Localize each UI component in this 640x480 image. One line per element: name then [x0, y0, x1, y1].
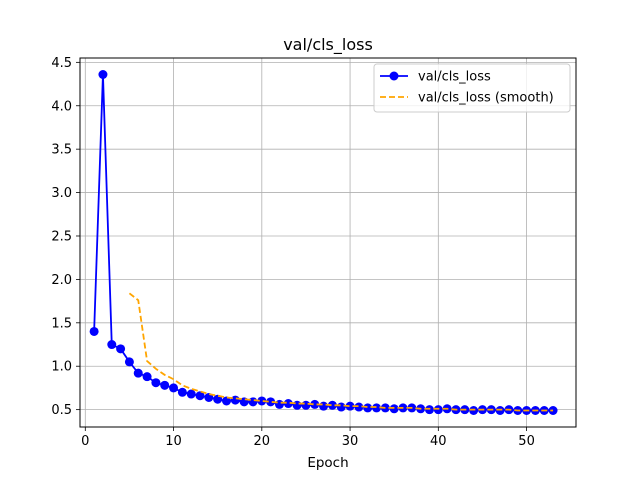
y-tick-label: 2.0 [51, 273, 72, 288]
data-point [98, 69, 108, 79]
legend: val/cls_loss val/cls_loss (smooth) [373, 63, 571, 113]
grid [80, 58, 576, 427]
data-point [363, 403, 373, 413]
data-point [372, 403, 382, 413]
x-tick-label: 10 [165, 434, 182, 449]
data-point [133, 368, 143, 378]
y-tick-label: 0.5 [51, 403, 72, 418]
series-line-val-cls-loss-smooth [128, 292, 554, 412]
data-point [336, 402, 346, 412]
x-tick-label: 0 [81, 434, 89, 449]
data-point [327, 400, 337, 410]
data-point [195, 391, 205, 401]
data-point [354, 402, 364, 412]
data-point [124, 357, 134, 367]
x-tick-label: 40 [430, 434, 447, 449]
x-tick-label: 50 [518, 434, 535, 449]
y-tick-label: 2.5 [51, 229, 72, 244]
data-point [548, 406, 558, 416]
data-point [319, 401, 329, 411]
data-point [345, 401, 355, 411]
y-tick-label: 1.0 [51, 360, 72, 375]
chart-title: val/cls_loss [283, 35, 373, 55]
data-point [89, 326, 99, 336]
y-tick-label: 4.5 [51, 56, 72, 71]
legend-label-val-cls-loss: val/cls_loss [418, 70, 491, 85]
data-point [266, 397, 276, 407]
data-point [292, 400, 302, 410]
data-point [177, 387, 187, 397]
data-point [169, 383, 179, 393]
data-point [222, 396, 232, 406]
y-tick-label: 1.5 [51, 316, 72, 331]
data-point [116, 344, 126, 354]
ticks: 0 10 20 30 40 50 0.5 1.0 1.5 2.0 2.5 3.0 3.5 4.0 4.5 [51, 56, 535, 449]
x-tick-label: 20 [254, 434, 271, 449]
data-point [160, 380, 170, 390]
data-point [107, 340, 117, 350]
data-point [230, 395, 240, 405]
data-point [274, 399, 284, 409]
data-point [151, 378, 161, 388]
plot-series [89, 69, 558, 416]
y-tick-label: 4.0 [51, 99, 72, 114]
x-tick-label: 30 [342, 434, 359, 449]
data-point [310, 399, 320, 409]
legend-box [373, 63, 571, 113]
legend-label-val-cls-loss-smooth: val/cls_loss (smooth) [418, 91, 554, 106]
data-point [142, 372, 152, 382]
data-point [248, 397, 258, 407]
data-point [186, 389, 196, 399]
axes-frame [79, 57, 577, 428]
y-tick-label: 3.0 [51, 186, 72, 201]
data-point [301, 400, 311, 410]
data-point [257, 396, 267, 406]
x-axis-title: Epoch [307, 455, 348, 471]
data-point [283, 399, 293, 409]
y-tick-label: 3.5 [51, 143, 72, 158]
legend-marker-val-cls-loss [389, 71, 399, 81]
